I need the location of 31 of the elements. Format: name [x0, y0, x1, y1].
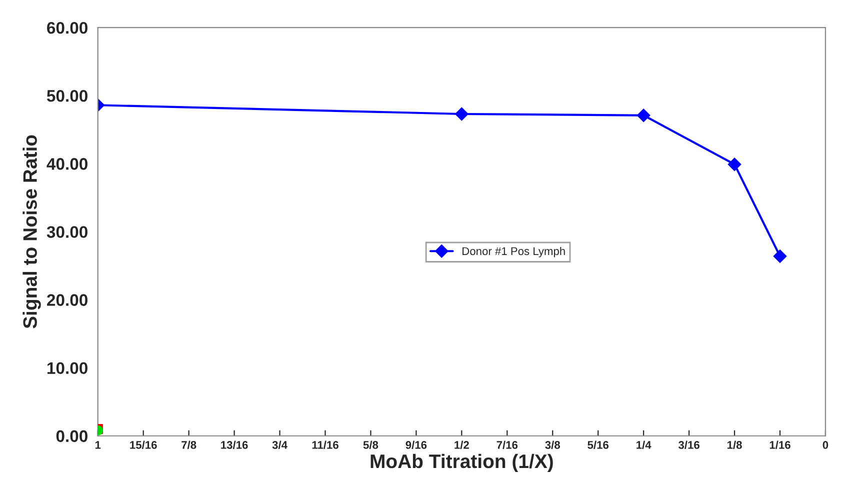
y-tick-label: 0.00 [56, 430, 88, 442]
x-axis-title: MoAb Titration (1/X) [370, 454, 553, 472]
x-tick-label: 11/16 [312, 440, 338, 450]
y-tick-label: 40.00 [46, 158, 88, 170]
x-tick-label: 9/16 [406, 440, 427, 450]
legend-label: Donor #1 Pos Lymph [462, 246, 565, 258]
x-tick-label: 0 [822, 441, 828, 449]
point [773, 250, 787, 263]
x-tick-label: 3/8 [545, 440, 560, 450]
y-tick-label: 60.00 [47, 22, 88, 34]
y-axis-title: Signal to Noise Ratio [22, 135, 41, 328]
x-tick-label: 1/16 [770, 440, 790, 450]
x-tick-label: 1/4 [636, 440, 652, 450]
x-tick-label: 5/16 [588, 440, 609, 450]
x-tick-label: 7/8 [182, 440, 196, 450]
x-tick-label: 7/16 [496, 440, 518, 450]
y-tick-label: 30.00 [46, 226, 88, 238]
y-tick-label: 10.00 [47, 362, 88, 374]
x-tick-label: 5/8 [363, 440, 378, 450]
x-tick-label: 13/16 [221, 440, 248, 450]
x-tick-label: 3/4 [272, 440, 288, 450]
x-tick-label: 3/16 [678, 440, 700, 450]
x-tick-label: 15/16 [130, 440, 157, 450]
point [636, 108, 650, 122]
x-tick-label: 1/8 [727, 440, 742, 450]
y-tick-label: 50.00 [46, 90, 88, 102]
x-tick-label: 1/2 [454, 440, 469, 450]
x-tick-label: 1 [95, 441, 101, 449]
point [455, 107, 468, 121]
y-tick-label: 20.00 [47, 294, 88, 306]
point [728, 158, 742, 171]
